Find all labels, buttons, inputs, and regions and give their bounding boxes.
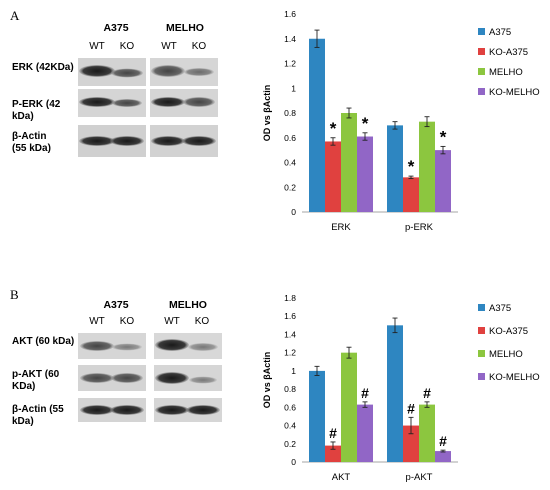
bar	[325, 141, 341, 212]
y-tick-label: 1	[291, 83, 296, 93]
bar	[309, 370, 325, 462]
legend-label: KO-MELHO	[489, 372, 540, 383]
x-tick-label: ERK	[331, 222, 351, 233]
significance-mark: #	[423, 385, 431, 401]
y-axis-label: OD vs βActin	[262, 85, 272, 142]
blot-row-label: β-Actin (55 kDa)	[12, 131, 51, 154]
bar	[357, 404, 373, 462]
significance-mark: *	[330, 119, 337, 138]
legend-swatch	[478, 304, 485, 311]
bar	[341, 352, 357, 462]
lane-header: WT	[161, 41, 177, 52]
y-tick-label: 1.4	[284, 34, 296, 44]
cell-line-header-a375: A375	[103, 22, 129, 34]
legend-swatch	[478, 68, 485, 75]
legend-swatch	[478, 88, 485, 95]
lane-header: WT	[89, 316, 105, 327]
bar	[419, 121, 435, 212]
significance-mark: #	[439, 433, 447, 449]
legend-swatch	[478, 28, 485, 35]
bar	[419, 404, 435, 462]
y-tick-label: 0.6	[284, 402, 296, 412]
bar	[309, 38, 325, 212]
y-tick-label: 1.2	[284, 59, 296, 69]
legend-label: MELHO	[489, 349, 523, 360]
lane-header: KO	[191, 41, 207, 52]
bar	[387, 325, 403, 462]
y-tick-label: 0.4	[284, 421, 296, 431]
legend-swatch	[478, 48, 485, 55]
panel-letter-b: B	[10, 287, 19, 302]
bar-chart-akt: 0 0.2 0.4 0.6 0.8 1 1.2 1.4 1.6 1.8 OD vs βActin # #…	[262, 293, 540, 483]
significance-mark: *	[362, 114, 369, 133]
y-tick-label: 0	[291, 457, 296, 467]
lane-header: WT	[164, 316, 180, 327]
bar	[341, 113, 357, 212]
blot-image	[78, 58, 218, 157]
bar	[403, 425, 419, 462]
legend-label: A375	[489, 27, 511, 38]
blot-row-label: β-Actin (55 kDa)	[12, 404, 64, 427]
bar	[325, 445, 341, 462]
cell-line-header-a375: A375	[103, 299, 129, 311]
blot-row-label: ERK (42KDa)	[12, 62, 74, 73]
legend-label: A375	[489, 303, 511, 314]
y-tick-label: 1	[291, 366, 296, 376]
bar	[435, 150, 451, 212]
legend-swatch	[478, 350, 485, 357]
y-tick-label: 1.2	[284, 348, 296, 358]
blot-row-label: P-ERK (42 kDa)	[12, 99, 61, 122]
y-tick-label: 0.8	[284, 384, 296, 394]
blot-image	[78, 333, 222, 422]
lane-header: KO	[119, 41, 135, 52]
bar	[387, 125, 403, 212]
x-tick-label: AKT	[332, 472, 351, 483]
cell-line-header-melho: MELHO	[169, 299, 207, 311]
y-tick-label: 0.2	[284, 182, 296, 192]
significance-mark: *	[440, 127, 447, 146]
bar	[435, 451, 451, 462]
bar-chart-erk: 0 0.2 0.4 0.6 0.8 1 1.2 1.4 1.6 OD vs βActin * * ERK…	[262, 9, 540, 233]
y-axis-label: OD vs βActin	[262, 352, 272, 409]
legend-swatch	[478, 373, 485, 380]
y-tick-label: 0	[291, 207, 296, 217]
legend-label: KO-MELHO	[489, 87, 540, 98]
lane-header: KO	[194, 316, 210, 327]
y-tick-label: 1.6	[284, 9, 296, 19]
panel-letter-a: A	[10, 8, 20, 23]
x-tick-label: p-AKT	[406, 472, 433, 483]
y-tick-label: 0.6	[284, 133, 296, 143]
y-tick-label: 0.8	[284, 108, 296, 118]
y-tick-label: 1.8	[284, 293, 296, 303]
y-tick-label: 0.2	[284, 439, 296, 449]
blot-row-label: AKT (60 kDa)	[12, 336, 75, 347]
bar	[357, 136, 373, 212]
x-tick-label: p-ERK	[405, 222, 434, 233]
cell-line-header-melho: MELHO	[166, 22, 204, 34]
lane-header: KO	[119, 316, 135, 327]
blot-row-label: p-AKT (60 KDa)	[12, 369, 60, 392]
significance-mark: #	[361, 385, 369, 401]
legend-swatch	[478, 327, 485, 334]
y-tick-label: 1.4	[284, 329, 296, 339]
y-tick-label: 1.6	[284, 311, 296, 321]
significance-mark: *	[408, 157, 415, 176]
legend-label: MELHO	[489, 67, 523, 78]
significance-mark: #	[407, 400, 415, 416]
lane-header: WT	[89, 41, 105, 52]
legend-label: KO-A375	[489, 47, 528, 58]
legend-label: KO-A375	[489, 326, 528, 337]
significance-mark: #	[329, 425, 337, 441]
bar	[403, 177, 419, 212]
y-tick-label: 0.4	[284, 158, 296, 168]
